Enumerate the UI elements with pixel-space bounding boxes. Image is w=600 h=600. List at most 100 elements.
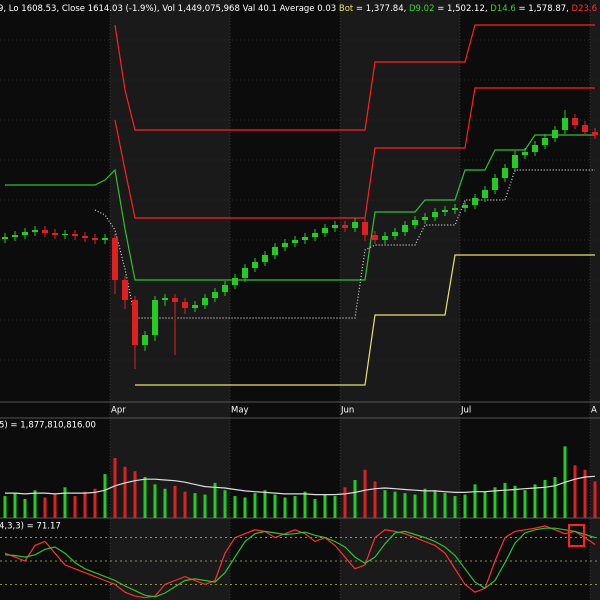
volume-bar (123, 466, 127, 518)
volume-bar (583, 469, 587, 518)
volume-bar (473, 484, 477, 518)
volume-bar (193, 493, 197, 518)
stochastic-line (4, 525, 596, 599)
band-line (94, 169, 595, 319)
candle-body (512, 155, 518, 168)
candle-body (482, 190, 488, 198)
volume-bar (293, 496, 297, 518)
volume-bar (333, 496, 337, 518)
candle-body (152, 300, 158, 335)
volume-bar (83, 491, 87, 518)
candle-body (122, 280, 128, 300)
candle-body (432, 212, 438, 217)
volume-bar (93, 488, 97, 518)
volume-bar (173, 485, 177, 518)
candle-body (592, 132, 598, 135)
volume-bar (573, 465, 577, 518)
volume-bar (273, 494, 277, 518)
month-band (590, 0, 600, 600)
volume-bar (483, 491, 487, 518)
candle-body (82, 236, 88, 238)
header-segment: Bot (339, 4, 354, 14)
header-segment: D14.6 (490, 4, 515, 14)
x-tick-label: Apr (111, 406, 126, 416)
volume-bar (13, 493, 17, 518)
volume-bar (203, 494, 207, 518)
candle-body (572, 118, 578, 125)
candle-body (412, 220, 418, 225)
candle-body (382, 236, 388, 240)
volume-bar (33, 490, 37, 518)
candle-body (222, 285, 228, 292)
candle-body (32, 230, 38, 232)
volume-bar (403, 493, 407, 518)
candle-body (12, 235, 18, 237)
candle-body (282, 243, 288, 247)
volume-bar (253, 493, 257, 518)
x-tick-label: Jun (340, 406, 354, 416)
header-segment: = 1,703.15, (597, 4, 600, 14)
candle-body (332, 225, 338, 228)
candle-body (72, 234, 78, 236)
stochastic-header: 4,3,3) = 71.17 (0, 522, 61, 532)
volume-bar (113, 458, 117, 518)
x-tick-label: A (591, 406, 597, 416)
candle-body (22, 232, 28, 235)
volume-bar (243, 497, 247, 518)
candle-body (502, 168, 508, 178)
volume-bar (233, 496, 237, 518)
candle-body (182, 302, 188, 308)
volume-bar (53, 494, 57, 518)
candle-body (102, 238, 108, 240)
candle-body (202, 298, 208, 305)
candle-body (232, 278, 238, 285)
candle-body (2, 237, 8, 239)
band-line (135, 254, 595, 386)
volume-bar (313, 498, 317, 518)
candle-body (242, 268, 248, 278)
price-header: 9, Lo 1608.53, Close 1614.03 (-1.9%), Vo… (0, 4, 600, 14)
candle-body (542, 138, 548, 145)
candle-body (302, 237, 308, 240)
candle-body (492, 178, 498, 190)
volume-bar (183, 491, 187, 518)
volume-bar (393, 491, 397, 518)
candle-body (292, 240, 298, 243)
volume-bar (353, 479, 357, 518)
candle-body (452, 208, 458, 210)
volume-bar (543, 479, 547, 518)
candle-body (212, 292, 218, 298)
candle-body (172, 298, 178, 302)
candle-body (132, 300, 138, 345)
volume-bar (133, 471, 137, 518)
volume-bar (383, 490, 387, 518)
candle-body (532, 145, 538, 152)
volume-bar (303, 491, 307, 518)
volume-bar (363, 469, 367, 518)
candle-body (312, 233, 318, 237)
candle-body (322, 228, 328, 233)
band-line (5, 134, 595, 281)
volume-bar (73, 496, 77, 518)
volume-bar (593, 481, 597, 518)
volume-bar (3, 496, 7, 518)
header-segment: = 1,377.84, (353, 4, 409, 14)
signal-highlight (568, 524, 585, 547)
candle-body (162, 298, 168, 300)
candle-body (262, 255, 268, 262)
volume-bar (443, 493, 447, 518)
volume-bar (283, 497, 287, 518)
header-segment: = 1,502.12, (435, 4, 491, 14)
volume-bar (213, 482, 217, 518)
volume-bar (463, 494, 467, 518)
volume-bar (503, 482, 507, 518)
month-band (340, 0, 460, 600)
volume-bar (323, 494, 327, 518)
candle-body (52, 233, 58, 235)
candle-body (522, 152, 528, 155)
volume-bar (433, 490, 437, 518)
